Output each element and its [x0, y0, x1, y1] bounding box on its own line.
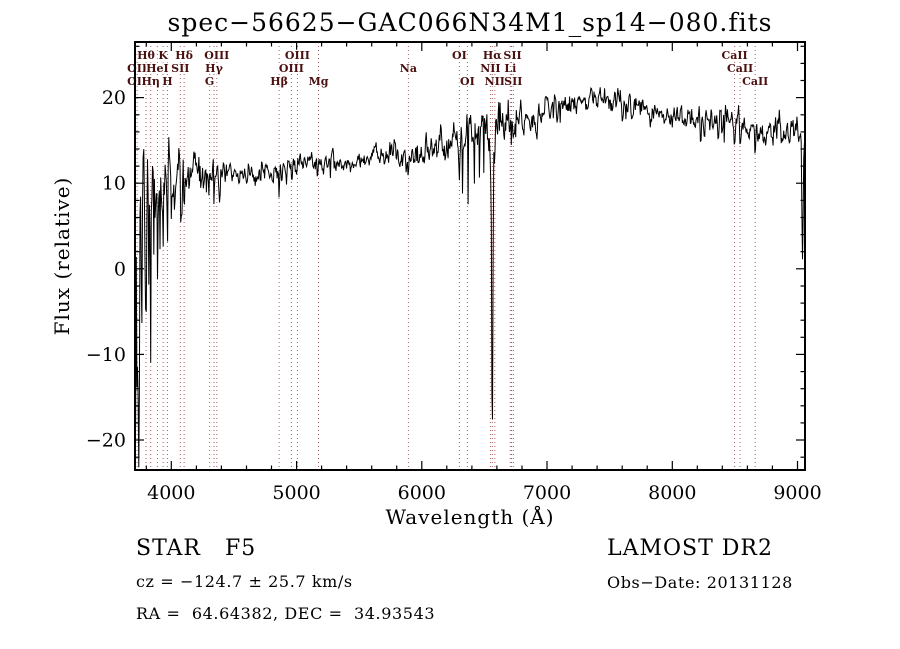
line-label: H [162, 75, 172, 88]
line-label: OI [452, 49, 467, 62]
line-label: K [158, 49, 168, 62]
line-label: Hβ [270, 75, 288, 88]
line-label: Na [400, 62, 417, 75]
line-label: Mg [309, 75, 329, 88]
line-label: CaII [727, 62, 753, 75]
y-tick-label: 0 [114, 258, 126, 280]
line-label: G [205, 75, 214, 88]
line-label: Hγ [205, 62, 223, 75]
spectral-line-markers [136, 42, 756, 470]
survey-label: LAMOST DR2 [607, 536, 773, 561]
y-tick-label: −20 [86, 430, 126, 452]
object-class-label: STAR F5 [136, 536, 257, 561]
y-axis-title: Flux (relative) [50, 176, 74, 336]
line-label: OII [127, 75, 147, 88]
ra-dec: RA = 64.64382, DEC = 34.93543 [136, 604, 436, 623]
line-label: SII [504, 75, 522, 88]
cz-value: cz = −124.7 ± 25.7 km/s [136, 572, 353, 591]
line-label: Li [504, 62, 516, 75]
line-label: OIII [279, 62, 304, 75]
obs-date: Obs−Date: 20131128 [607, 573, 793, 592]
x-tick-label: 6000 [398, 482, 446, 504]
line-label: NII [480, 62, 500, 75]
chart-title: spec−56625−GAC066N34M1_sp14−080.fits [167, 8, 773, 37]
x-tick-label: 9000 [773, 482, 821, 504]
line-label: CaII [722, 49, 748, 62]
line-label: SII [503, 49, 521, 62]
line-label: Hθ [137, 49, 155, 62]
x-tick-label: 7000 [523, 482, 571, 504]
y-tick-label: 20 [102, 87, 126, 109]
line-label: OI [460, 75, 475, 88]
line-label: CaII [742, 75, 768, 88]
x-tick-label: 5000 [272, 482, 320, 504]
axis-ticks [135, 42, 805, 470]
line-label: SII [171, 62, 189, 75]
line-label: OIII [285, 49, 310, 62]
line-label: Hη [142, 75, 160, 88]
line-label: OII [127, 62, 147, 75]
spectrum-path [135, 87, 805, 468]
line-label: HeI [146, 62, 169, 75]
line-label: Hδ [175, 49, 193, 62]
plot-border [134, 41, 806, 471]
x-axis-title: Wavelength (Å) [385, 505, 555, 529]
line-label: OIII [204, 49, 229, 62]
y-tick-label: 10 [102, 173, 126, 195]
line-label: NII [485, 75, 505, 88]
y-tick-label: −10 [86, 344, 126, 366]
line-label: Hα [483, 49, 502, 62]
x-tick-label: 4000 [147, 482, 195, 504]
x-tick-label: 8000 [648, 482, 696, 504]
